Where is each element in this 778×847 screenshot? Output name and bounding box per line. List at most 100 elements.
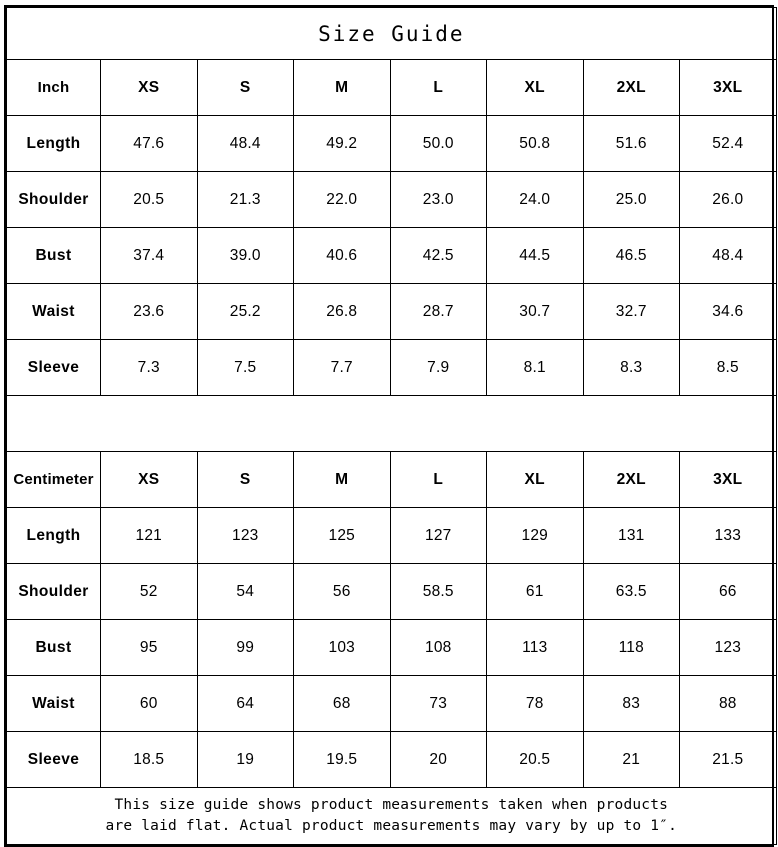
cm-row-label-shoulder: Shoulder	[6, 563, 101, 620]
size-guide-table: Size Guide Inch XS S M L XL 2XL 3XL Leng…	[6, 7, 777, 845]
cm-shoulder-m: 56	[293, 563, 391, 620]
cm-row-label-sleeve: Sleeve	[6, 731, 101, 788]
cm-shoulder-2xl: 63.5	[582, 563, 680, 620]
inch-length-s: 48.4	[196, 115, 294, 172]
table-row: Sleeve 18.5 19 19.5 20 20.5 21 21.5	[6, 731, 777, 788]
inch-length-xs: 47.6	[100, 115, 198, 172]
cm-size-header-xs: XS	[100, 451, 198, 508]
cm-sleeve-xs: 18.5	[100, 731, 198, 788]
inch-size-header-l: L	[389, 59, 487, 116]
table-row: Shoulder 52 54 56 58.5 61 63.5 66	[6, 563, 777, 620]
inch-size-header-s: S	[196, 59, 294, 116]
inch-sleeve-xl: 8.1	[486, 339, 584, 396]
cm-shoulder-3xl: 66	[679, 563, 777, 620]
cm-size-header-xl: XL	[486, 451, 584, 508]
inch-sleeve-2xl: 8.3	[582, 339, 680, 396]
cm-size-header-m: M	[293, 451, 391, 508]
inch-length-xl: 50.8	[486, 115, 584, 172]
inch-sleeve-s: 7.5	[196, 339, 294, 396]
inch-bust-l: 42.5	[389, 227, 487, 284]
inch-row-label-shoulder: Shoulder	[6, 171, 101, 228]
inch-sleeve-xs: 7.3	[100, 339, 198, 396]
inch-bust-m: 40.6	[293, 227, 391, 284]
inch-size-header-xs: XS	[100, 59, 198, 116]
cm-length-m: 125	[293, 507, 391, 564]
inch-waist-3xl: 34.6	[679, 283, 777, 340]
inch-shoulder-s: 21.3	[196, 171, 294, 228]
cm-waist-xl: 78	[486, 675, 584, 732]
inch-bust-2xl: 46.5	[582, 227, 680, 284]
table-spacer	[6, 395, 777, 452]
inch-waist-l: 28.7	[389, 283, 487, 340]
cm-waist-2xl: 83	[582, 675, 680, 732]
table-row: Length 121 123 125 127 129 131 133	[6, 507, 777, 564]
cm-row-label-waist: Waist	[6, 675, 101, 732]
cm-size-header-l: L	[389, 451, 487, 508]
cm-size-header-3xl: 3XL	[679, 451, 777, 508]
inch-size-header-3xl: 3XL	[679, 59, 777, 116]
inch-bust-xs: 37.4	[100, 227, 198, 284]
cm-row-label-bust: Bust	[6, 619, 101, 676]
inch-bust-3xl: 48.4	[679, 227, 777, 284]
cm-size-header-s: S	[196, 451, 294, 508]
cm-bust-l: 108	[389, 619, 487, 676]
cm-sleeve-xl: 20.5	[486, 731, 584, 788]
cm-length-3xl: 133	[679, 507, 777, 564]
inch-length-2xl: 51.6	[582, 115, 680, 172]
table-row: Length 47.6 48.4 49.2 50.0 50.8 51.6 52.…	[6, 115, 777, 172]
table-row: Sleeve 7.3 7.5 7.7 7.9 8.1 8.3 8.5	[6, 339, 777, 396]
size-guide-container: Size Guide Inch XS S M L XL 2XL 3XL Leng…	[4, 5, 777, 847]
page-title: Size Guide	[6, 7, 777, 60]
cm-shoulder-s: 54	[196, 563, 294, 620]
inch-size-header-2xl: 2XL	[582, 59, 680, 116]
cm-length-l: 127	[389, 507, 487, 564]
inch-size-header-xl: XL	[486, 59, 584, 116]
inch-length-3xl: 52.4	[679, 115, 777, 172]
table-row: Waist 60 64 68 73 78 83 88	[6, 675, 777, 732]
table-spacer-row	[6, 395, 777, 452]
cm-shoulder-xs: 52	[100, 563, 198, 620]
cm-length-s: 123	[196, 507, 294, 564]
note-line-2: are laid flat. Actual product measuremen…	[105, 818, 678, 834]
inch-bust-xl: 44.5	[486, 227, 584, 284]
inch-row-label-sleeve: Sleeve	[6, 339, 101, 396]
cm-bust-xs: 95	[100, 619, 198, 676]
cm-length-xl: 129	[486, 507, 584, 564]
inch-size-header-m: M	[293, 59, 391, 116]
table-row: Bust 37.4 39.0 40.6 42.5 44.5 46.5 48.4	[6, 227, 777, 284]
inch-row-label-length: Length	[6, 115, 101, 172]
inch-shoulder-2xl: 25.0	[582, 171, 680, 228]
cm-bust-s: 99	[196, 619, 294, 676]
inch-waist-s: 25.2	[196, 283, 294, 340]
inch-header-row: Inch XS S M L XL 2XL 3XL	[6, 59, 777, 116]
inch-waist-m: 26.8	[293, 283, 391, 340]
cm-row-label-length: Length	[6, 507, 101, 564]
cm-waist-xs: 60	[100, 675, 198, 732]
cm-length-2xl: 131	[582, 507, 680, 564]
cm-waist-m: 68	[293, 675, 391, 732]
inch-unit-label: Inch	[6, 59, 101, 116]
cm-waist-s: 64	[196, 675, 294, 732]
cm-shoulder-l: 58.5	[389, 563, 487, 620]
table-row: Bust 95 99 103 108 113 118 123	[6, 619, 777, 676]
table-row: Waist 23.6 25.2 26.8 28.7 30.7 32.7 34.6	[6, 283, 777, 340]
inch-shoulder-l: 23.0	[389, 171, 487, 228]
inch-row-label-bust: Bust	[6, 227, 101, 284]
cm-length-xs: 121	[100, 507, 198, 564]
inch-sleeve-l: 7.9	[389, 339, 487, 396]
cm-sleeve-2xl: 21	[582, 731, 680, 788]
inch-shoulder-xs: 20.5	[100, 171, 198, 228]
centimeter-unit-label: Centimeter	[6, 451, 101, 508]
inch-length-l: 50.0	[389, 115, 487, 172]
size-guide-note: This size guide shows product measuremen…	[6, 787, 777, 845]
inch-sleeve-3xl: 8.5	[679, 339, 777, 396]
cm-bust-m: 103	[293, 619, 391, 676]
inch-bust-s: 39.0	[196, 227, 294, 284]
cm-bust-2xl: 118	[582, 619, 680, 676]
title-row: Size Guide	[6, 7, 777, 60]
cm-size-header-2xl: 2XL	[582, 451, 680, 508]
cm-waist-3xl: 88	[679, 675, 777, 732]
cm-sleeve-l: 20	[389, 731, 487, 788]
inch-length-m: 49.2	[293, 115, 391, 172]
cm-sleeve-s: 19	[196, 731, 294, 788]
